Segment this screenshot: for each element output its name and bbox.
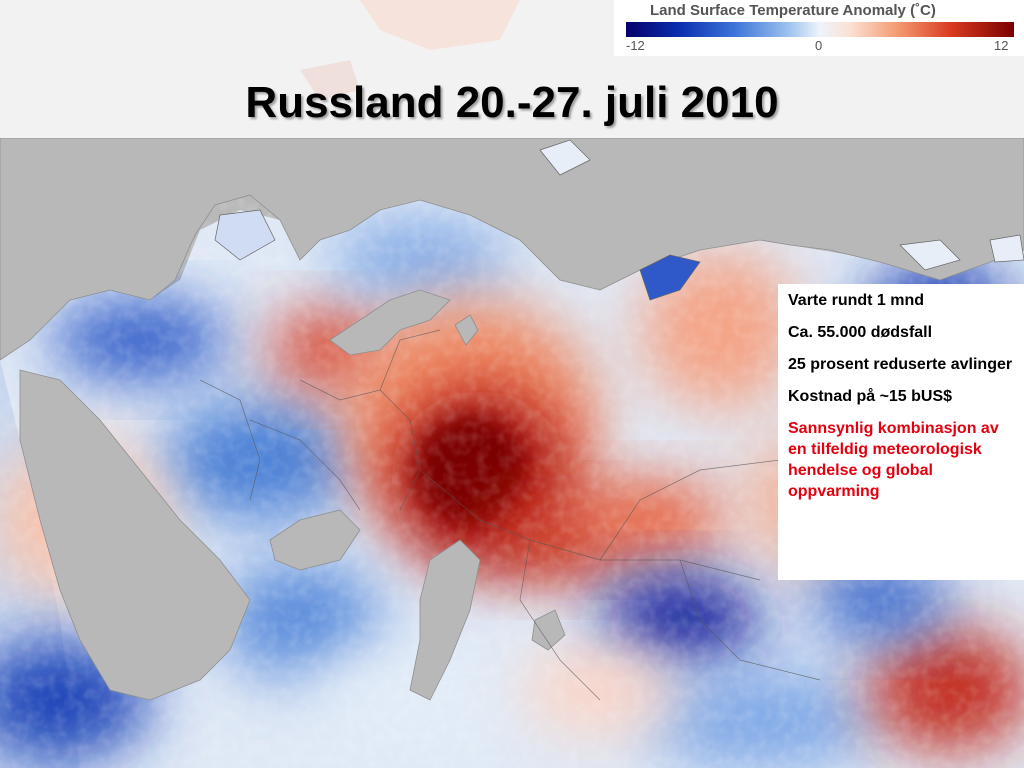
baltic-sea <box>329 289 451 356</box>
info-item-crops: 25 prosent reduserte avlinger <box>788 356 1013 373</box>
legend-mid-label: 0 <box>815 38 823 53</box>
mediterranean-sea <box>19 369 251 701</box>
legend-min-label: -12 <box>626 38 645 53</box>
info-item-cost: Kostnad på ~15 bUS$ <box>788 388 953 405</box>
country-borders <box>199 329 821 701</box>
legend-color-bar <box>626 22 1014 37</box>
ladoga-lake <box>454 314 479 346</box>
caspian-sea <box>409 539 481 701</box>
slide-title: Russland 20.-27. juli 2010 <box>245 78 779 127</box>
color-legend: Land Surface Temperature Anomaly (˚C) -1… <box>614 0 1024 56</box>
info-item-deaths: Ca. 55.000 dødsfall <box>788 324 933 341</box>
water-bodies <box>0 138 1024 701</box>
legend-title: Land Surface Temperature Anomaly (˚C) <box>650 2 936 19</box>
arctic-islands <box>214 139 1024 301</box>
north-sea <box>0 138 1024 361</box>
info-item-conclusion: Sannsynlig kombinasjon av en tilfeldig m… <box>788 420 999 500</box>
legend-max-label: 12 <box>994 38 1009 53</box>
info-panel: Varte rundt 1 mnd Ca. 55.000 dødsfall 25… <box>778 284 1024 580</box>
top-map-fade <box>300 0 520 100</box>
info-item-duration: Varte rundt 1 mnd <box>788 292 925 309</box>
aral-sea <box>531 609 566 651</box>
black-sea <box>269 509 361 571</box>
